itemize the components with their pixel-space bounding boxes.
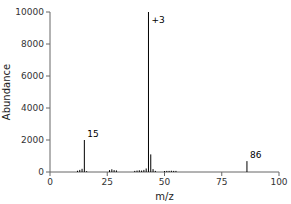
- stem: [173, 171, 174, 172]
- x-tick: [107, 172, 108, 176]
- y-tick-label: 4000: [21, 103, 44, 113]
- x-tick-label: 50: [159, 177, 171, 187]
- stem: [166, 171, 167, 172]
- stem: [77, 171, 78, 172]
- x-tick-label: 0: [47, 177, 53, 187]
- stem: [169, 171, 170, 172]
- annotation: +3: [151, 15, 164, 25]
- stems: [77, 12, 246, 172]
- stem: [153, 169, 154, 172]
- stem: [246, 161, 247, 172]
- stem: [155, 171, 156, 172]
- y-tick-label: 10000: [15, 7, 44, 17]
- chart: 0 2000 4000 6000 8000 10000 0 25 50 75 100 m/z Abund…: [0, 0, 291, 204]
- y-tick: [46, 44, 50, 45]
- y-tick: [46, 108, 50, 109]
- stem: [116, 170, 117, 172]
- x-tick: [50, 172, 51, 176]
- x-tick: [221, 172, 222, 176]
- stem: [164, 171, 165, 172]
- y-tick-label: 6000: [21, 71, 44, 81]
- stem: [148, 12, 149, 172]
- y-tick-label: 0: [38, 167, 44, 177]
- y-tick: [46, 76, 50, 77]
- stem: [111, 169, 112, 172]
- x-tick: [279, 172, 280, 176]
- x-tick-label: 100: [270, 177, 287, 187]
- stem: [146, 168, 147, 172]
- stem: [137, 171, 138, 172]
- stem: [139, 170, 140, 172]
- y-tick: [46, 12, 50, 13]
- annotation: 86: [250, 150, 262, 160]
- x-tick-label: 75: [216, 177, 227, 187]
- annotation: 15: [87, 129, 98, 139]
- stem: [84, 140, 85, 172]
- stem: [82, 169, 83, 172]
- x-axis-label: m/z: [155, 191, 173, 202]
- stem: [134, 171, 135, 172]
- stem: [143, 170, 144, 172]
- y-axis-label: Abundance: [1, 64, 12, 120]
- stem: [141, 171, 142, 172]
- stem: [175, 171, 176, 172]
- stem: [79, 170, 80, 172]
- y-tick-label: 8000: [21, 39, 44, 49]
- x-tick: [164, 172, 165, 176]
- y-tick-label: 2000: [21, 135, 44, 145]
- y-tick: [46, 172, 50, 173]
- x-tick-label: 25: [102, 177, 113, 187]
- y-tick: [46, 140, 50, 141]
- stem: [171, 171, 172, 172]
- stem: [150, 154, 151, 172]
- stem: [114, 170, 115, 172]
- stem: [109, 170, 110, 172]
- y-axis: [50, 12, 51, 172]
- stem: [86, 171, 87, 172]
